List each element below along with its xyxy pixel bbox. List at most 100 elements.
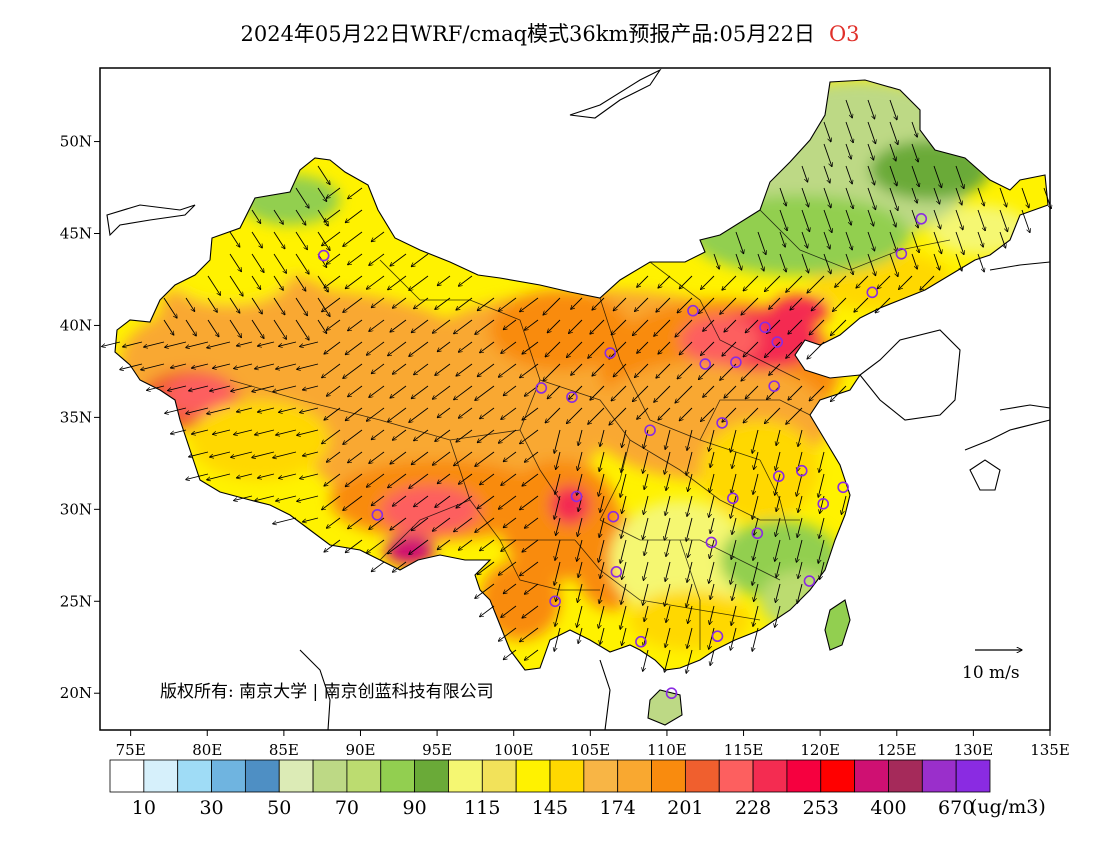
wind-arrow: [599, 451, 605, 471]
wind-arrow: [252, 451, 275, 458]
wind-arrow: [819, 451, 825, 472]
wind-arrow: [807, 275, 825, 293]
colorbar-swatch: [109, 759, 145, 793]
wind-arrow: [592, 363, 605, 376]
colorbar-swatch: [651, 759, 686, 793]
wind-arrow: [752, 561, 759, 585]
wind-arrow: [710, 583, 715, 600]
wind-arrow: [392, 429, 407, 440]
wind-arrow: [454, 517, 473, 532]
colorbar-label: 228: [735, 797, 771, 819]
wind-arrow: [703, 385, 715, 397]
wind-arrow: [675, 385, 693, 403]
wind-arrow: [390, 517, 407, 530]
wind-arrow: [411, 253, 429, 267]
wind-arrow: [258, 341, 275, 346]
lon-tick-label: 115E: [724, 741, 764, 759]
lat-tick-label: 25N: [60, 592, 92, 610]
wind-arrow: [554, 495, 561, 519]
wind-arrow: [411, 451, 429, 465]
wind-arrow: [522, 341, 539, 354]
wind-arrow: [666, 539, 671, 556]
colorbar-swatch: [414, 759, 449, 793]
wind-arrow: [273, 517, 297, 524]
wind-arrow: [411, 319, 429, 333]
wind-arrow: [665, 561, 671, 581]
wind-arrow: [556, 517, 561, 535]
lon-tick-label: 75E: [116, 741, 146, 759]
colorbar-label: 201: [667, 797, 703, 819]
wind-arrow: [213, 429, 231, 434]
wind-arrow: [144, 341, 165, 347]
colorbar-label: 253: [803, 797, 839, 819]
wind-arrow: [977, 209, 985, 231]
wind-arrow: [437, 473, 451, 484]
wind-arrow: [409, 473, 429, 488]
wind-arrow: [867, 143, 874, 160]
city-marker: [727, 492, 739, 505]
wind-arrow: [730, 627, 737, 650]
wind-arrow: [371, 363, 385, 374]
wind-arrow: [577, 539, 583, 561]
wind-arrow: [229, 319, 241, 338]
wind-arrow: [664, 451, 671, 474]
wind-arrow: [677, 297, 693, 313]
wind-arrow: [577, 583, 583, 602]
wind-arrow: [348, 253, 363, 265]
wind-arrow: [797, 583, 803, 603]
wind-arrow: [658, 341, 671, 354]
map-frame: [99, 67, 1051, 731]
wind-reference-label: 10 m/s: [962, 663, 1020, 683]
wind-arrow: [456, 297, 473, 310]
wind-arrow: [656, 363, 671, 378]
wind-arrow: [801, 253, 809, 273]
wind-arrow: [229, 297, 240, 313]
wind-arrow: [569, 319, 583, 333]
colorbar-swatch: [718, 759, 754, 793]
wind-arrow: [856, 275, 869, 288]
wind-arrow: [600, 495, 605, 512]
wind-arrow: [348, 319, 363, 331]
wind-arrow: [229, 253, 241, 272]
wind-arrow: [295, 253, 309, 274]
wind-arrow: [556, 451, 561, 469]
wind-arrow: [369, 319, 385, 331]
wind-arrow: [170, 429, 187, 434]
wind-arrow: [786, 407, 803, 424]
wind-arrow: [823, 253, 831, 274]
wind-arrow: [326, 253, 341, 264]
wind-arrow: [588, 407, 605, 424]
wind-arrow: [210, 451, 231, 457]
wind-arrow: [889, 165, 897, 186]
lat-tick-label: 20N: [60, 684, 92, 702]
wind-arrow: [255, 495, 275, 501]
wind-arrow: [501, 539, 517, 551]
wind-arrow: [207, 473, 231, 480]
wind-arrow: [911, 253, 917, 269]
wind-arrow: [348, 187, 363, 199]
wind-arrow: [458, 539, 473, 550]
wind-arrow: [343, 231, 363, 246]
colorbar-label: 115: [464, 797, 500, 819]
wind-arrow: [213, 363, 231, 368]
wind-arrow: [779, 253, 786, 272]
wind-arrow: [324, 209, 341, 222]
wind-arrow: [833, 297, 847, 311]
wind-arrow: [703, 319, 715, 331]
wind-arrow: [324, 341, 341, 354]
wind-arrow: [775, 517, 781, 536]
wind-arrow: [276, 495, 297, 501]
wind-arrow: [977, 187, 984, 206]
wind-arrow: [613, 297, 627, 311]
wind-arrow: [889, 143, 896, 161]
wind-arrow: [273, 451, 297, 458]
wind-arrow: [807, 341, 825, 359]
wind-arrow: [867, 209, 874, 226]
colorbar-swatch: [888, 759, 923, 793]
wind-arrow: [769, 363, 781, 375]
wind-arrow: [522, 473, 539, 486]
colorbar-swatch: [921, 759, 957, 793]
wind-arrow: [911, 187, 917, 203]
wind-arrow: [498, 627, 517, 641]
city-marker: [549, 595, 561, 608]
